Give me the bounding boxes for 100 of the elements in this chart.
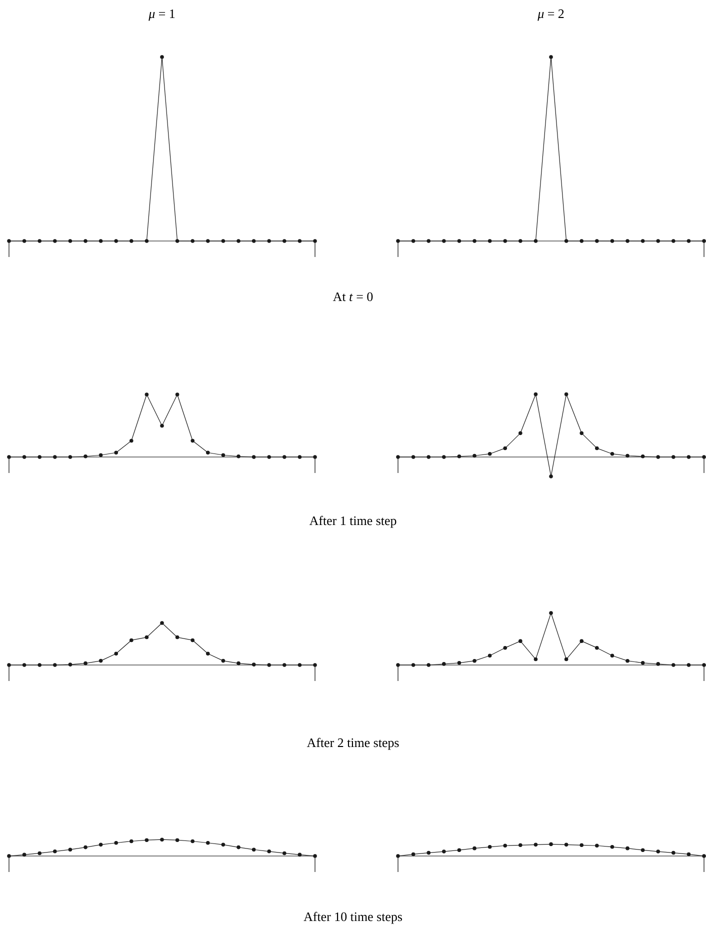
point xyxy=(282,455,286,459)
point xyxy=(252,455,256,459)
point xyxy=(580,431,584,436)
point xyxy=(84,661,88,666)
point xyxy=(7,854,11,858)
point xyxy=(534,392,538,396)
point xyxy=(411,663,416,667)
point xyxy=(672,455,676,459)
point xyxy=(549,474,553,478)
point xyxy=(160,424,164,428)
point xyxy=(503,844,508,848)
point xyxy=(22,852,26,857)
point xyxy=(53,663,57,667)
point xyxy=(98,658,103,663)
point xyxy=(22,663,26,667)
point xyxy=(313,854,317,858)
text: After 10 time steps xyxy=(304,912,402,924)
point xyxy=(672,850,676,855)
point xyxy=(144,392,149,396)
point xyxy=(53,455,57,459)
point xyxy=(656,662,660,666)
point xyxy=(190,438,195,443)
point xyxy=(38,851,42,856)
point xyxy=(488,845,492,849)
point xyxy=(626,658,630,663)
point xyxy=(426,455,431,459)
point xyxy=(626,846,630,850)
point xyxy=(595,646,599,650)
point xyxy=(206,652,210,656)
point xyxy=(503,446,508,450)
point xyxy=(549,611,553,615)
point xyxy=(160,621,164,625)
point xyxy=(518,639,522,643)
point xyxy=(267,455,272,459)
point xyxy=(221,842,226,847)
point xyxy=(68,848,72,852)
point xyxy=(534,842,538,847)
point xyxy=(298,663,302,667)
point xyxy=(114,840,118,845)
point xyxy=(564,657,568,662)
point xyxy=(252,662,256,666)
point xyxy=(457,848,462,852)
point xyxy=(595,844,599,848)
point xyxy=(686,455,691,459)
point xyxy=(472,454,476,458)
point xyxy=(457,661,462,665)
point xyxy=(68,662,72,666)
point xyxy=(206,450,210,455)
point xyxy=(267,663,272,667)
point xyxy=(190,839,195,844)
point xyxy=(114,652,118,656)
point xyxy=(534,657,538,662)
point xyxy=(610,654,614,658)
point xyxy=(144,838,149,842)
point xyxy=(98,842,103,847)
point xyxy=(22,455,26,459)
point xyxy=(488,452,492,456)
point xyxy=(38,663,42,667)
point xyxy=(426,850,431,855)
point xyxy=(282,663,286,667)
point xyxy=(640,848,645,852)
point xyxy=(656,455,660,459)
point xyxy=(130,638,134,642)
point xyxy=(686,852,691,856)
text: After 2 time steps xyxy=(306,738,399,750)
point xyxy=(702,854,706,858)
point xyxy=(549,842,553,846)
point xyxy=(472,846,476,850)
point xyxy=(396,455,400,459)
point xyxy=(442,662,446,666)
point xyxy=(640,454,645,458)
point xyxy=(298,852,302,857)
point xyxy=(396,663,400,667)
point xyxy=(190,638,195,642)
point xyxy=(175,838,180,842)
point xyxy=(175,635,180,640)
point xyxy=(564,392,568,396)
point xyxy=(503,646,508,650)
point xyxy=(702,663,706,667)
point xyxy=(236,454,240,458)
point xyxy=(626,454,630,458)
point xyxy=(53,850,57,854)
point xyxy=(38,455,42,459)
point xyxy=(488,654,492,658)
point xyxy=(610,845,614,849)
point xyxy=(656,850,660,854)
point xyxy=(702,455,706,459)
point xyxy=(221,658,226,663)
point xyxy=(84,454,88,458)
point xyxy=(610,452,614,456)
text: After 1 time step xyxy=(309,516,396,528)
point xyxy=(580,639,584,643)
point xyxy=(313,455,317,459)
point xyxy=(7,663,11,667)
point xyxy=(175,392,180,396)
chart-title: μ = 1 xyxy=(148,9,175,21)
point xyxy=(313,663,317,667)
text: At t = 0 xyxy=(332,292,373,302)
point xyxy=(411,455,416,459)
point xyxy=(267,850,272,854)
